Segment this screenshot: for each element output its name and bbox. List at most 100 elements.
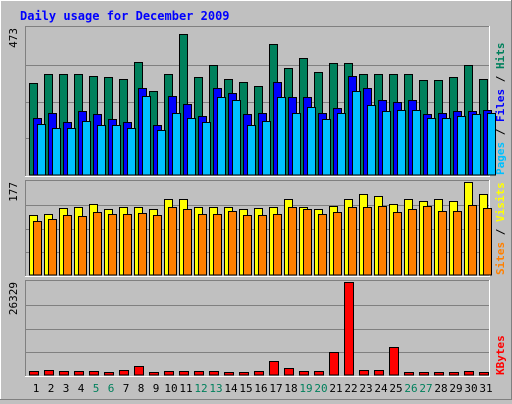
bar-kbytes-day-15 (239, 372, 249, 376)
bar-kbytes-day-17 (269, 361, 279, 376)
bar-kbytes-day-18 (284, 368, 294, 376)
bar-sites-day-25 (393, 212, 402, 276)
x-tick-label-day-27: 27 (419, 382, 432, 395)
bar-pages-day-12 (202, 122, 211, 176)
bar-sites-day-22 (348, 207, 357, 276)
bar-kbytes-day-11 (179, 371, 189, 376)
bar-pages-day-3 (67, 128, 76, 176)
bar-sites-day-27 (423, 206, 432, 276)
bar-kbytes-day-22 (344, 282, 354, 376)
x-tick-label-day-9: 9 (153, 382, 160, 395)
bar-kbytes-day-5 (89, 371, 99, 376)
x-tick-label-day-23: 23 (359, 382, 372, 395)
legend-item-hits: Hits (494, 43, 507, 70)
bar-pages-day-15 (247, 125, 256, 176)
bar-pages-day-14 (232, 100, 241, 176)
bar-pages-day-25 (397, 110, 406, 176)
legend-item-kbytes: KBytes (494, 335, 507, 375)
bar-kbytes-day-29 (449, 372, 459, 376)
bar-sites-day-6 (108, 214, 117, 276)
bar-pages-day-26 (412, 110, 421, 176)
bar-pages-day-20 (322, 119, 331, 176)
legend-separator: / (494, 122, 507, 142)
bar-sites-day-5 (93, 212, 102, 276)
x-tick-label-day-20: 20 (314, 382, 327, 395)
legend-item-files: Files (494, 89, 507, 122)
bar-pages-day-7 (127, 128, 136, 176)
bar-pages-day-28 (442, 118, 451, 176)
bar-sites-day-17 (273, 214, 282, 276)
bar-sites-day-9 (153, 215, 162, 276)
x-tick-label-day-3: 3 (63, 382, 70, 395)
bar-pages-day-22 (352, 91, 361, 176)
bar-kbytes-day-20 (314, 371, 324, 376)
bar-sites-day-26 (408, 209, 417, 276)
bar-kbytes-day-1 (29, 371, 39, 376)
bar-sites-day-15 (243, 215, 252, 276)
bar-sites-day-20 (318, 214, 327, 276)
bar-pages-day-19 (307, 107, 316, 176)
x-tick-label-day-11: 11 (179, 382, 192, 395)
bar-kbytes-day-12 (194, 371, 204, 376)
bar-sites-day-19 (303, 209, 312, 276)
x-tick-label-day-15: 15 (239, 382, 252, 395)
legend-item-pages: Pages (494, 142, 507, 175)
bar-pages-day-21 (337, 113, 346, 176)
y-max-label: 26329 (7, 282, 20, 315)
bar-sites-day-11 (183, 209, 192, 276)
x-tick-label-day-26: 26 (404, 382, 417, 395)
bar-kbytes-day-7 (119, 370, 129, 376)
bar-kbytes-day-8 (134, 366, 144, 376)
x-tick-label-day-16: 16 (254, 382, 267, 395)
legend-item-visits: Visits (494, 182, 507, 222)
bar-pages-day-4 (82, 121, 91, 176)
bar-pages-day-23 (367, 105, 376, 176)
bar-kbytes-day-14 (224, 372, 234, 376)
x-tick-label-day-5: 5 (93, 382, 100, 395)
bar-pages-day-29 (457, 116, 466, 176)
bar-sites-day-2 (48, 219, 57, 276)
bar-pages-day-2 (52, 128, 61, 176)
bar-kbytes-day-24 (374, 370, 384, 376)
bar-kbytes-day-21 (329, 352, 339, 376)
x-tick-label-day-10: 10 (164, 382, 177, 395)
bar-sites-day-18 (288, 207, 297, 276)
x-tick-label-day-28: 28 (434, 382, 447, 395)
bar-kbytes-day-4 (74, 371, 84, 376)
bar-kbytes-day-25 (389, 347, 399, 376)
x-tick-label-day-14: 14 (224, 382, 238, 395)
legend-kbytes: KBytes (494, 335, 507, 375)
bar-sites-day-13 (213, 214, 222, 276)
bar-kbytes-day-23 (359, 370, 369, 376)
legend-item-sites: Sites (494, 242, 507, 275)
bar-sites-day-30 (468, 205, 477, 276)
bar-pages-day-18 (292, 113, 301, 176)
bar-kbytes-day-13 (209, 371, 219, 376)
plot-area (25, 280, 490, 377)
panel-kbytes: 26329 KBytes (7, 280, 507, 377)
x-tick-label-day-6: 6 (108, 382, 115, 395)
chart-title: Daily usage for December 2009 (20, 9, 230, 23)
x-axis-labels: 1 2 3 4 5 6 7 8 9 10 11 12 13 14 15 16 17 18 19 20 21 22 23 24 2… (33, 382, 493, 395)
bar-sites-day-23 (363, 207, 372, 276)
bar-sites-day-4 (78, 216, 87, 276)
bar-pages-day-31 (487, 113, 496, 176)
bar-pages-day-9 (157, 130, 166, 176)
bar-pages-day-16 (262, 121, 271, 176)
bar-pages-day-5 (97, 125, 106, 176)
bar-pages-day-1 (37, 124, 46, 176)
bar-pages-day-24 (382, 111, 391, 176)
bar-kbytes-day-30 (464, 371, 474, 376)
x-tick-label-day-31: 31 (479, 382, 492, 395)
bar-sites-day-24 (378, 206, 387, 276)
x-tick-label-day-29: 29 (449, 382, 462, 395)
bar-pages-day-11 (187, 118, 196, 176)
bar-kbytes-day-9 (149, 372, 159, 376)
bar-sites-day-28 (438, 211, 447, 276)
x-tick-label-day-8: 8 (138, 382, 145, 395)
bar-pages-day-27 (427, 118, 436, 176)
bar-kbytes-day-26 (404, 372, 414, 376)
bar-sites-day-14 (228, 211, 237, 276)
bar-kbytes-day-27 (419, 372, 429, 376)
bar-pages-day-8 (142, 96, 151, 176)
